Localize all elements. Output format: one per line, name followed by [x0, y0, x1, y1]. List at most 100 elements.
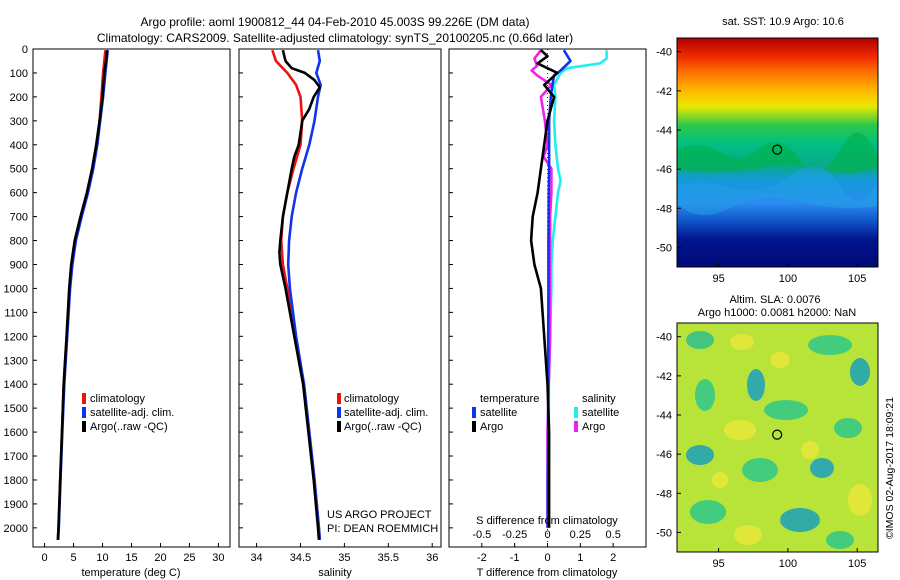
s-diff-xlabel: S difference from climatology	[476, 515, 618, 527]
legend-label-t-satellite: satellite	[480, 407, 517, 419]
t-xtick-label: 0	[544, 552, 550, 564]
legend-label-satellite-adj: satellite-adj. clim.	[90, 407, 174, 419]
map-ytick-label: -44	[656, 125, 672, 137]
ytick-label: 800	[10, 236, 28, 248]
sst-front-band	[677, 132, 878, 174]
map-ytick-label: -42	[656, 86, 672, 98]
sla-eddy	[834, 418, 862, 438]
t-xtick-label: 1	[577, 552, 583, 564]
map-ytick-label: -40	[656, 332, 672, 344]
ytick-label: 900	[10, 259, 28, 271]
s-xtick-label: 0	[544, 529, 550, 541]
legend-swatch-s-argo	[574, 421, 578, 432]
legend-swatch-satellite-adj	[82, 407, 86, 418]
ytick-label: 200	[10, 92, 28, 104]
sla-eddy	[770, 352, 790, 368]
ytick-label: 400	[10, 140, 28, 152]
sla-eddies	[686, 331, 872, 549]
legend-label-argo: Argo(..raw -QC)	[344, 421, 422, 433]
salinity-y-ticks	[239, 48, 243, 529]
t-diff-xlabel: T difference from climatology	[477, 567, 618, 579]
map-xtick-label: 105	[848, 558, 866, 570]
legend-title-salinity: salinity	[582, 393, 616, 405]
xtick-label: 0	[42, 552, 48, 564]
sla-eddy	[734, 525, 762, 545]
xtick-label: 34.5	[290, 552, 311, 564]
sla-map-panel: Altim. SLA: 0.0076 Argo h1000: 0.0081 h2…	[656, 294, 879, 570]
sla-eddy	[747, 369, 765, 401]
map-xtick-label: 95	[712, 273, 724, 285]
legend-swatch-argo	[337, 421, 341, 432]
sla-eddy	[810, 458, 834, 478]
legend-swatch-argo	[82, 421, 86, 432]
sst-map-panel: sat. SST: 10.9 Argo: 10.6 95 100 105 -40 -42…	[656, 16, 879, 285]
salinity-axes-frame	[238, 48, 442, 548]
xtick-label: 20	[154, 552, 166, 564]
temperature-argo-raw-qc-line	[56, 50, 109, 540]
sla-eddy	[808, 335, 852, 355]
temperature-legend: climatology satellite-adj. clim. Argo(..…	[82, 393, 174, 433]
sst-map-title: sat. SST: 10.9 Argo: 10.6	[722, 16, 844, 28]
legend-label-s-argo: Argo	[582, 421, 605, 433]
s-xtick-label: 0.5	[606, 529, 621, 541]
ytick-label: 1700	[4, 451, 28, 463]
map-ytick-label: -44	[656, 410, 672, 422]
s-xtick-label: -0.25	[502, 529, 527, 541]
temperature-series	[56, 50, 109, 540]
legend-swatch-t-satellite	[472, 407, 476, 418]
map-ytick-label: -50	[656, 527, 672, 539]
difference-y-ticks	[449, 48, 453, 529]
salinity-series	[271, 49, 323, 540]
argo-float-marker	[772, 429, 783, 440]
ytick-label: 1900	[4, 499, 28, 511]
difference-series	[529, 49, 608, 528]
xtick-label: 10	[96, 552, 108, 564]
salinity-x-axis: 34 34.5 35 35.5 36	[250, 543, 438, 564]
sst-cool-band	[677, 167, 878, 216]
temperature-panel: 0100200300400500600700800900100011001200…	[4, 44, 231, 579]
map-ytick-label: -46	[656, 164, 672, 176]
salinity-panel: 34 34.5 35 35.5 36 salinity climatology sate…	[238, 48, 442, 579]
sla-map-title: Altim. SLA: 0.0076	[729, 294, 820, 306]
ytick-label: 1000	[4, 283, 28, 295]
t-xtick-label: -1	[510, 552, 520, 564]
ytick-label: 1100	[4, 307, 28, 319]
sla-eddy	[730, 334, 754, 350]
map-ytick-label: -48	[656, 203, 672, 215]
ytick-label: 500	[10, 164, 28, 176]
sst-map-axes: 95 100 105 -40 -42 -44 -46 -48 -50	[656, 47, 866, 285]
ytick-label: 600	[10, 188, 28, 200]
legend-swatch-climatology	[337, 393, 341, 404]
map-ytick-label: -40	[656, 47, 672, 59]
ytick-label: 1400	[4, 379, 28, 391]
s-xtick-label: -0.5	[472, 529, 491, 541]
sla-eddy	[695, 379, 715, 411]
sla-eddy	[742, 458, 778, 482]
ytick-label: 1300	[4, 355, 28, 367]
ytick-label: 700	[10, 212, 28, 224]
salinity-legend: climatology satellite-adj. clim. Argo(..…	[337, 393, 428, 433]
pi-credit: PI: DEAN ROEMMICH	[327, 523, 438, 535]
legend-label-argo: Argo(..raw -QC)	[90, 421, 168, 433]
salinity-xlabel: salinity	[318, 567, 352, 579]
sst-map-frame	[676, 37, 879, 268]
legend-swatch-s-satellite	[574, 407, 578, 418]
sla-eddy	[780, 508, 820, 532]
ytick-label: 300	[10, 116, 28, 128]
ytick-label: 1800	[4, 475, 28, 487]
map-xtick-label: 100	[779, 273, 797, 285]
sla-map-frame	[676, 322, 879, 553]
map-ytick-label: -50	[656, 242, 672, 254]
ytick-label: 100	[10, 68, 28, 80]
imos-timestamp: ©IMOS 02-Aug-2017 18:09:21	[884, 397, 896, 539]
argo-float-marker	[772, 144, 783, 155]
sla-eddy	[690, 500, 726, 524]
sla-eddy	[686, 445, 714, 465]
legend-label-s-satellite: satellite	[582, 407, 619, 419]
map-xtick-label: 100	[779, 558, 797, 570]
sla-eddy	[686, 331, 714, 349]
legend-swatch-climatology	[82, 393, 86, 404]
legend-label-climatology: climatology	[344, 393, 400, 405]
sla-eddy	[850, 358, 870, 386]
